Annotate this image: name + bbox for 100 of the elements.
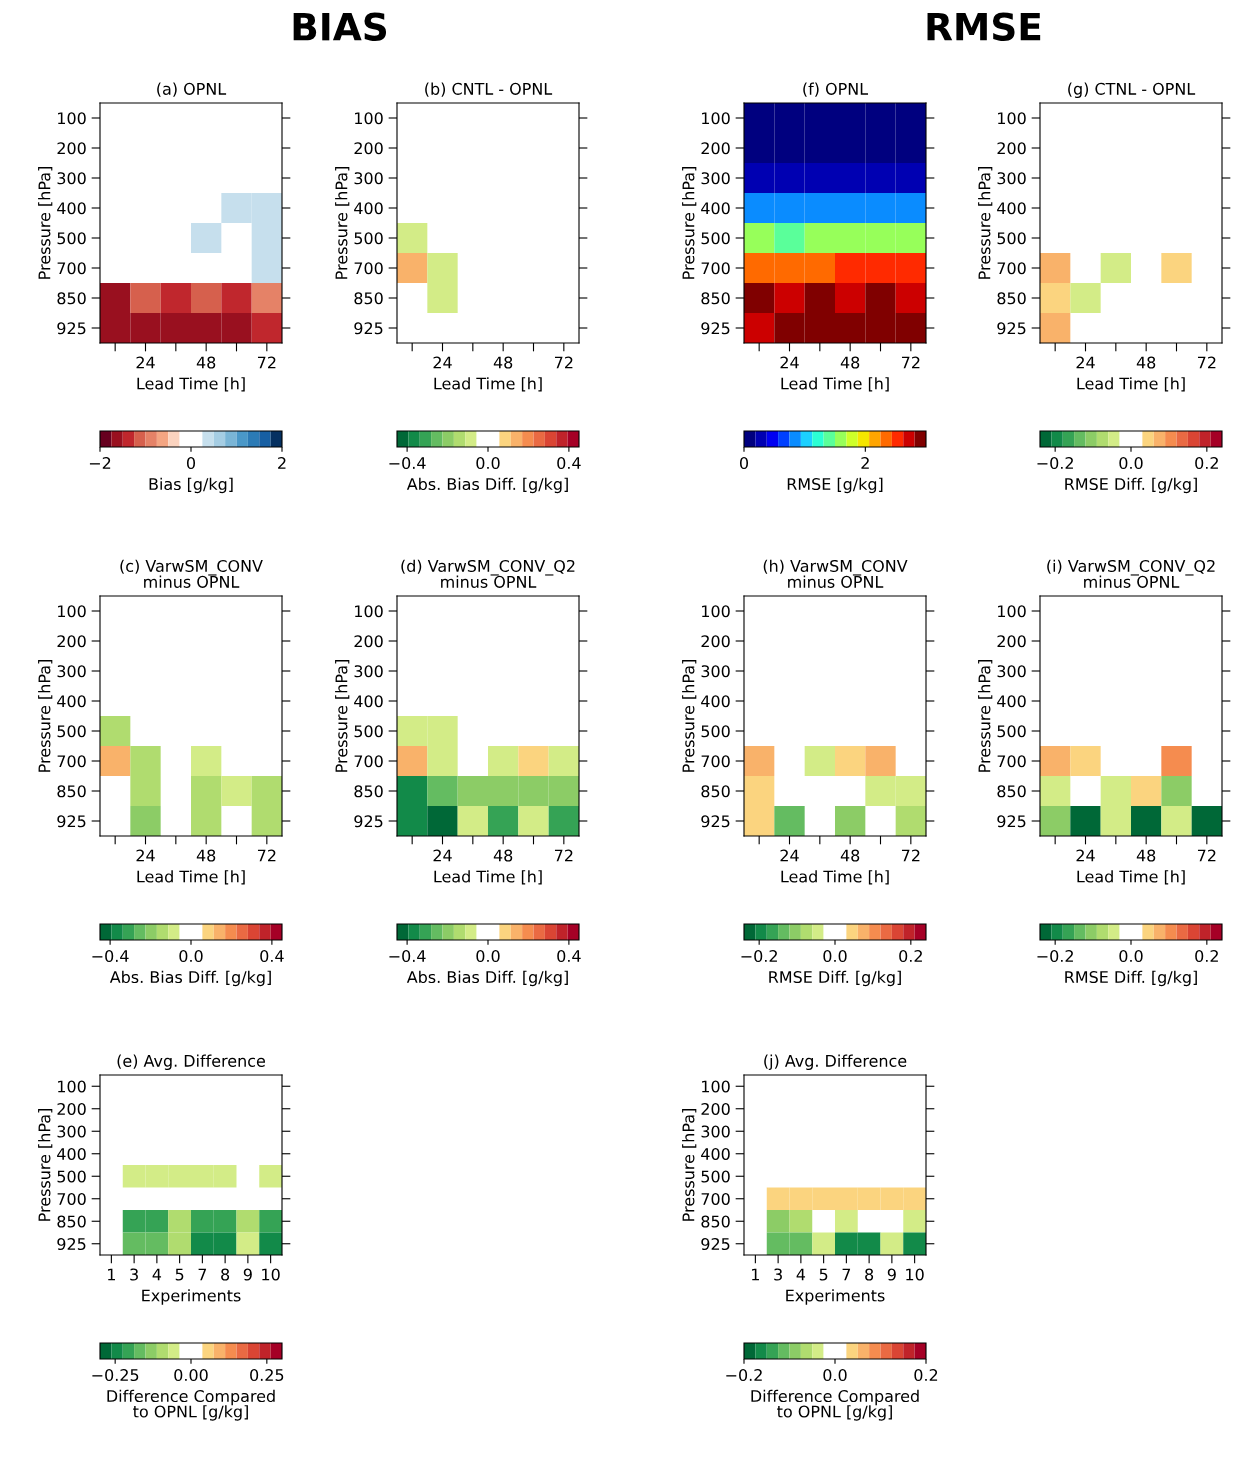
color-bar-title: RMSE Diff. [g/kg] (769, 970, 901, 987)
color-bar-label: −2 (89, 457, 111, 469)
x-tick-label: 72 (554, 849, 573, 862)
color-bar-label: −0.4 (92, 950, 129, 963)
x-tick-label: 24 (780, 849, 799, 862)
color-bar-title: Bias [g/kg] (149, 477, 233, 494)
color-bar-label: 2 (861, 457, 869, 469)
chart-title: (h) VarwSM_CONV minus OPNL (763, 559, 908, 588)
y-axis-title: Pressure [hPa] (38, 167, 53, 279)
y-tick-label: 200 (701, 1102, 730, 1116)
y-axis-title: Pressure [hPa] (682, 660, 697, 772)
x-axis-title: Lead Time [h] (137, 870, 245, 885)
text: RMSE (927, 12, 1041, 41)
chart-title: (j) Avg. Difference (764, 1054, 907, 1070)
y-tick-label: 300 (354, 172, 383, 185)
color-bar-label: −0.4 (389, 457, 426, 470)
chart-title: (e) Avg. Difference (117, 1054, 265, 1070)
y-tick-label: 500 (997, 725, 1026, 738)
color-bar-label: −0.2 (741, 950, 777, 963)
y-tick-label: 200 (354, 142, 383, 155)
x-tick-label: 48 (1136, 356, 1156, 369)
x-tick-label: 3 (774, 1268, 782, 1281)
y-axis-title: Pressure [hPa] (682, 167, 697, 279)
y-axis-title: Pressure [hPa] (335, 660, 350, 772)
x-tick-label: 10 (262, 1268, 280, 1281)
y-axis-title: Pressure [hPa] (38, 660, 53, 772)
y-tick-label: 700 (354, 262, 383, 275)
y-tick-label: 100 (702, 605, 730, 618)
y-tick-label: 400 (354, 202, 383, 215)
color-bar-label: 0.0 (1119, 950, 1143, 963)
y-tick-label: 100 (998, 605, 1026, 618)
color-bar-label: 0.2 (899, 950, 922, 963)
x-tick-label: 72 (554, 356, 573, 369)
y-tick-label: 700 (997, 262, 1026, 275)
x-tick-label: 24 (1076, 849, 1095, 862)
color-bar-title: Difference Compared to OPNL [g/kg] (751, 1389, 919, 1421)
x-axis-title: Lead Time [h] (137, 377, 245, 392)
y-tick-label: 850 (57, 1215, 86, 1228)
x-tick-label: 7 (198, 1268, 207, 1281)
y-tick-label: 500 (354, 232, 383, 245)
color-bar-label: 0.2 (1195, 457, 1218, 470)
y-tick-label: 700 (57, 1192, 86, 1206)
x-tick-label: 72 (257, 356, 276, 369)
y-tick-label: 100 (355, 112, 383, 125)
y-tick-label: 925 (701, 322, 730, 335)
y-tick-label: 700 (354, 755, 383, 768)
y-tick-label: 200 (354, 635, 383, 648)
y-tick-label: 100 (58, 605, 86, 618)
y-tick-label: 850 (354, 785, 383, 798)
x-axis-title: Lead Time [h] (434, 377, 542, 392)
y-tick-label: 400 (701, 695, 730, 708)
y-tick-label: 850 (701, 292, 730, 305)
y-tick-label: 850 (997, 785, 1026, 798)
y-tick-label: 500 (701, 232, 730, 245)
color-bar-label: 0.25 (250, 1369, 284, 1382)
y-tick-label: 400 (354, 695, 383, 708)
x-axis-title: Experiments (142, 1289, 241, 1305)
y-axis-title: Pressure [hPa] (682, 1109, 697, 1221)
x-tick-label: 9 (243, 1268, 252, 1281)
chart-title: (f) OPNL (803, 82, 869, 97)
y-tick-label: 925 (701, 815, 730, 828)
y-tick-label: 925 (701, 1237, 730, 1251)
y-tick-label: 850 (701, 785, 730, 798)
y-tick-label: 400 (57, 1147, 86, 1161)
x-tick-label: 24 (433, 356, 452, 369)
x-tick-label: 48 (196, 356, 216, 369)
x-tick-label: 48 (196, 849, 216, 862)
y-tick-label: 700 (997, 755, 1026, 768)
y-tick-label: 300 (701, 1125, 730, 1138)
x-tick-label: 4 (796, 1268, 806, 1281)
x-axis-title: Experiments (786, 1289, 885, 1305)
chart-title: (b) CNTL - OPNL (425, 82, 553, 97)
x-tick-label: 8 (865, 1268, 874, 1281)
x-tick-label: 48 (493, 356, 513, 369)
color-bar-label: 0.0 (476, 950, 500, 963)
color-bar-label: 2 (278, 457, 286, 469)
x-tick-label: 24 (1076, 356, 1095, 369)
color-bar-label: 0.2 (914, 1369, 938, 1382)
y-tick-label: 300 (701, 665, 730, 678)
y-tick-label: 850 (57, 292, 86, 305)
x-tick-label: 8 (221, 1268, 230, 1281)
x-tick-label: 5 (819, 1268, 828, 1281)
x-tick-label: 72 (1197, 849, 1216, 862)
y-tick-label: 100 (998, 112, 1026, 125)
x-tick-label: 72 (901, 849, 920, 862)
x-tick-label: 24 (433, 849, 452, 862)
chart-title: (i) VarwSM_CONV_Q2 minus OPNL (1047, 559, 1215, 588)
x-tick-label: 4 (152, 1268, 162, 1281)
color-bar-label: 0.0 (823, 1369, 847, 1382)
y-tick-label: 100 (58, 112, 86, 125)
color-bar-title: RMSE [g/kg] (787, 477, 883, 494)
text: BIAS (293, 12, 387, 41)
color-bar-title: Abs. Bias Diff. [g/kg] (406, 477, 568, 494)
y-tick-label: 400 (701, 202, 730, 215)
y-tick-label: 700 (57, 755, 86, 768)
color-bar-label: 0.0 (1119, 457, 1143, 470)
x-tick-label: 9 (887, 1268, 896, 1281)
y-tick-label: 925 (997, 322, 1026, 335)
y-tick-label: 100 (355, 605, 383, 618)
color-bar-label: −0.4 (389, 950, 426, 963)
